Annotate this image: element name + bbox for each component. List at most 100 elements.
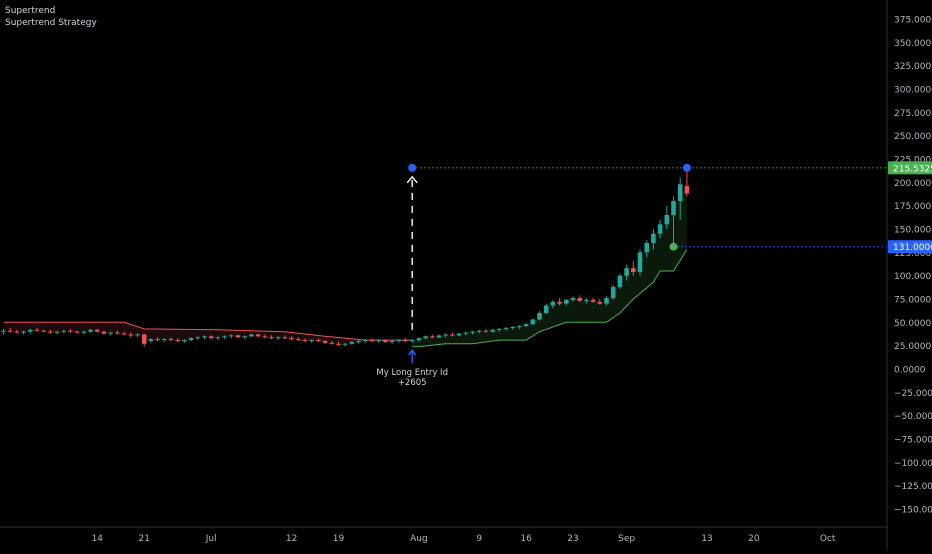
candle [188,337,194,341]
candle-body [570,298,576,300]
candle [389,340,395,344]
x-tick-label: 19 [333,534,345,544]
candle [450,332,455,337]
candle [584,298,589,304]
candle-body [537,313,542,320]
candle-body [577,298,582,301]
legend-indicator[interactable]: Supertrend [5,6,56,16]
candle [108,331,113,336]
candle [74,330,80,334]
candle [21,330,26,335]
candle-body [590,299,596,302]
candle [470,330,475,335]
candle-body [684,186,690,194]
candle [322,340,328,344]
candle [671,196,676,243]
candle-body [162,339,167,341]
candle [664,205,670,229]
candle [530,318,536,326]
axis-price-label-bg [888,161,932,175]
candle-body [74,331,80,333]
x-tick-label: 13 [701,534,712,544]
y-tick-label: −25.0000 [894,389,932,399]
candle-body [342,343,348,345]
candle-body [115,332,120,334]
candle-body [168,339,174,341]
supertrend-flip-dot [669,242,678,251]
y-tick-label: 200.0000 [894,179,932,189]
candle-body [610,286,616,299]
candle-body [356,341,361,342]
candle-body [81,331,87,333]
candle [81,330,87,335]
candle [262,334,268,339]
candle-body [329,342,335,344]
candle [269,335,274,340]
candle-body [229,335,234,337]
candle-body [597,301,603,304]
candle [523,323,529,327]
candle-body [262,336,268,338]
candle-body [316,340,321,342]
candle-body [383,340,388,342]
candle-body [490,329,495,332]
candle-body [389,341,395,342]
candle [135,333,140,338]
candle [48,329,53,334]
candle-body [95,329,100,332]
entry-sublabel: +2605 [398,378,427,388]
entry-arrow-head [408,348,417,356]
candle-body [423,336,428,339]
candle [604,296,609,306]
candle-body [503,327,509,329]
y-tick-label: 175.0000 [894,202,932,212]
candle [657,219,663,239]
candle [349,341,355,345]
candle-body [182,340,187,342]
candle-body [463,332,469,334]
y-tick-label: 50.0000 [894,319,931,329]
y-tick-label: −50.0000 [894,412,932,422]
candle [7,327,13,333]
legend-strategy[interactable]: Supertrend Strategy [5,18,97,28]
y-tick-label: 150.0000 [894,226,932,236]
x-tick-label: 23 [567,534,578,544]
candle [543,303,549,314]
candle [369,338,375,342]
candle [249,333,254,338]
candle [148,338,154,343]
candle-body [584,299,589,301]
candle-body [155,339,160,341]
candle-body [202,336,207,338]
candle [403,338,408,342]
candle [497,327,502,332]
candle-body [208,336,214,339]
candle [577,295,582,302]
x-tick-label: 9 [476,534,482,544]
candle-body [135,334,140,336]
candle-body [336,343,341,345]
candle [121,331,127,336]
candle-body [41,330,46,332]
candle-body [617,275,623,287]
candle [88,328,93,333]
axis-price-label-text: 215.5325 [893,164,932,174]
candle-body [21,331,26,333]
candle-body [296,339,301,341]
candle-body [195,337,201,339]
candle [329,341,335,345]
candle [570,296,576,302]
x-tick-label: 21 [138,534,149,544]
candle [41,329,46,333]
candle-body [443,334,448,336]
candle-body [7,330,13,332]
candle [115,330,120,335]
candle-body [409,340,415,342]
candle [617,273,623,289]
candle [564,299,569,306]
candle [208,335,214,340]
candle [677,177,683,220]
candle [631,260,636,276]
